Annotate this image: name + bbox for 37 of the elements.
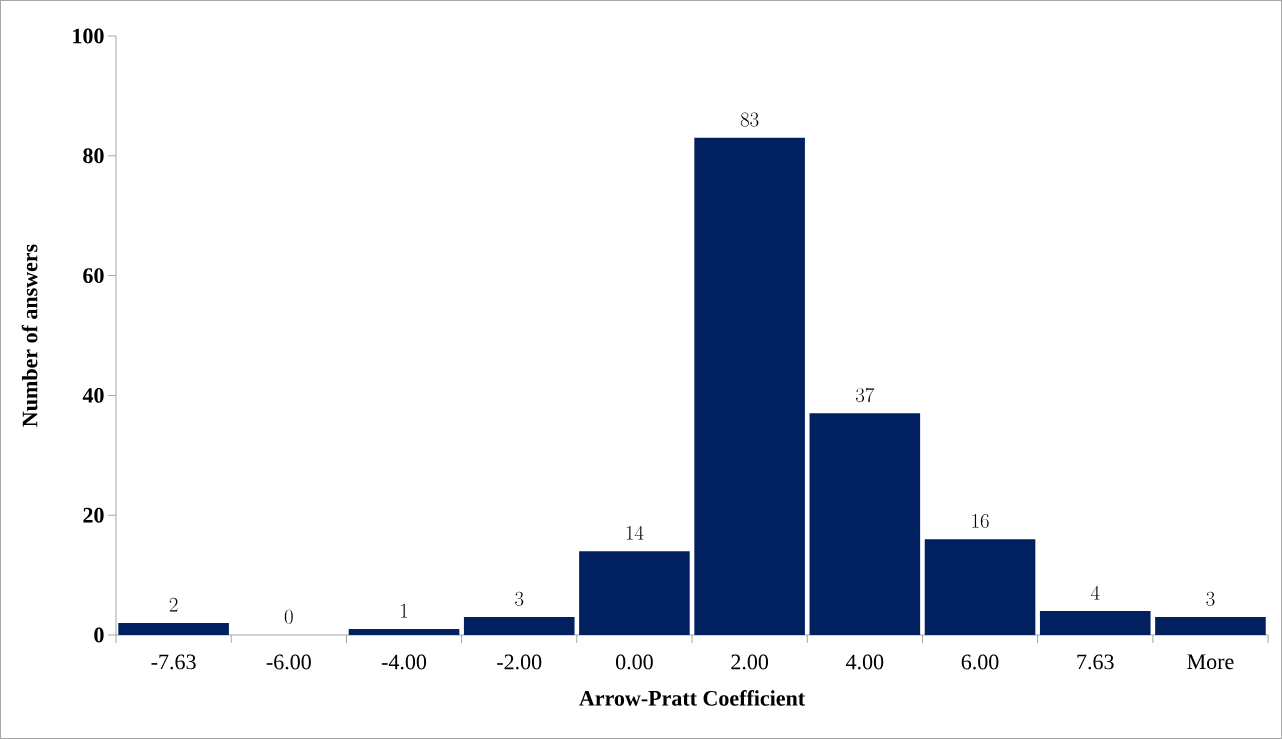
bar (924, 539, 1036, 635)
bar (1039, 611, 1151, 635)
y-tick-label: 100 (73, 28, 104, 44)
x-tick-label: 0.00 (616, 654, 653, 670)
y-axis-title: Number of answers (21, 244, 38, 427)
y-tick-label: 20 (83, 507, 104, 523)
y-tick-label: 40 (82, 387, 104, 403)
x-tick-label: 2.00 (731, 654, 769, 670)
x-tick-label: 4.00 (846, 654, 884, 670)
data-label: 16 (972, 513, 989, 528)
y-tick-label: 0 (94, 627, 104, 643)
x-tick-label: 7.63 (1077, 654, 1114, 670)
bar (348, 629, 460, 635)
data-label: 0 (284, 609, 293, 624)
bar (579, 551, 690, 635)
x-tick-label: -7.63 (151, 654, 196, 670)
data-label: 1 (401, 603, 408, 618)
x-tick-label: -2.00 (497, 654, 542, 670)
data-label: 14 (626, 525, 644, 540)
data-label: 3 (515, 591, 524, 606)
bar (118, 623, 229, 635)
y-tick-label: 80 (83, 148, 104, 164)
bar (809, 413, 921, 635)
y-tick-label: 60 (83, 268, 104, 284)
x-tick-label: -6.00 (266, 654, 311, 670)
data-label: 83 (740, 112, 759, 127)
bar (694, 137, 805, 635)
data-label: 3 (1206, 591, 1215, 606)
x-tick-label: -4.00 (381, 654, 427, 670)
bar (1155, 617, 1266, 635)
data-label: 37 (856, 387, 875, 403)
x-tick-label: 6.00 (961, 654, 999, 670)
data-label: 4 (1090, 585, 1100, 600)
bar (463, 617, 575, 635)
data-label: 2 (169, 597, 178, 612)
x-tick-label: More (1187, 654, 1234, 670)
x-axis-title: Arrow-Pratt Coefficient (579, 690, 806, 706)
